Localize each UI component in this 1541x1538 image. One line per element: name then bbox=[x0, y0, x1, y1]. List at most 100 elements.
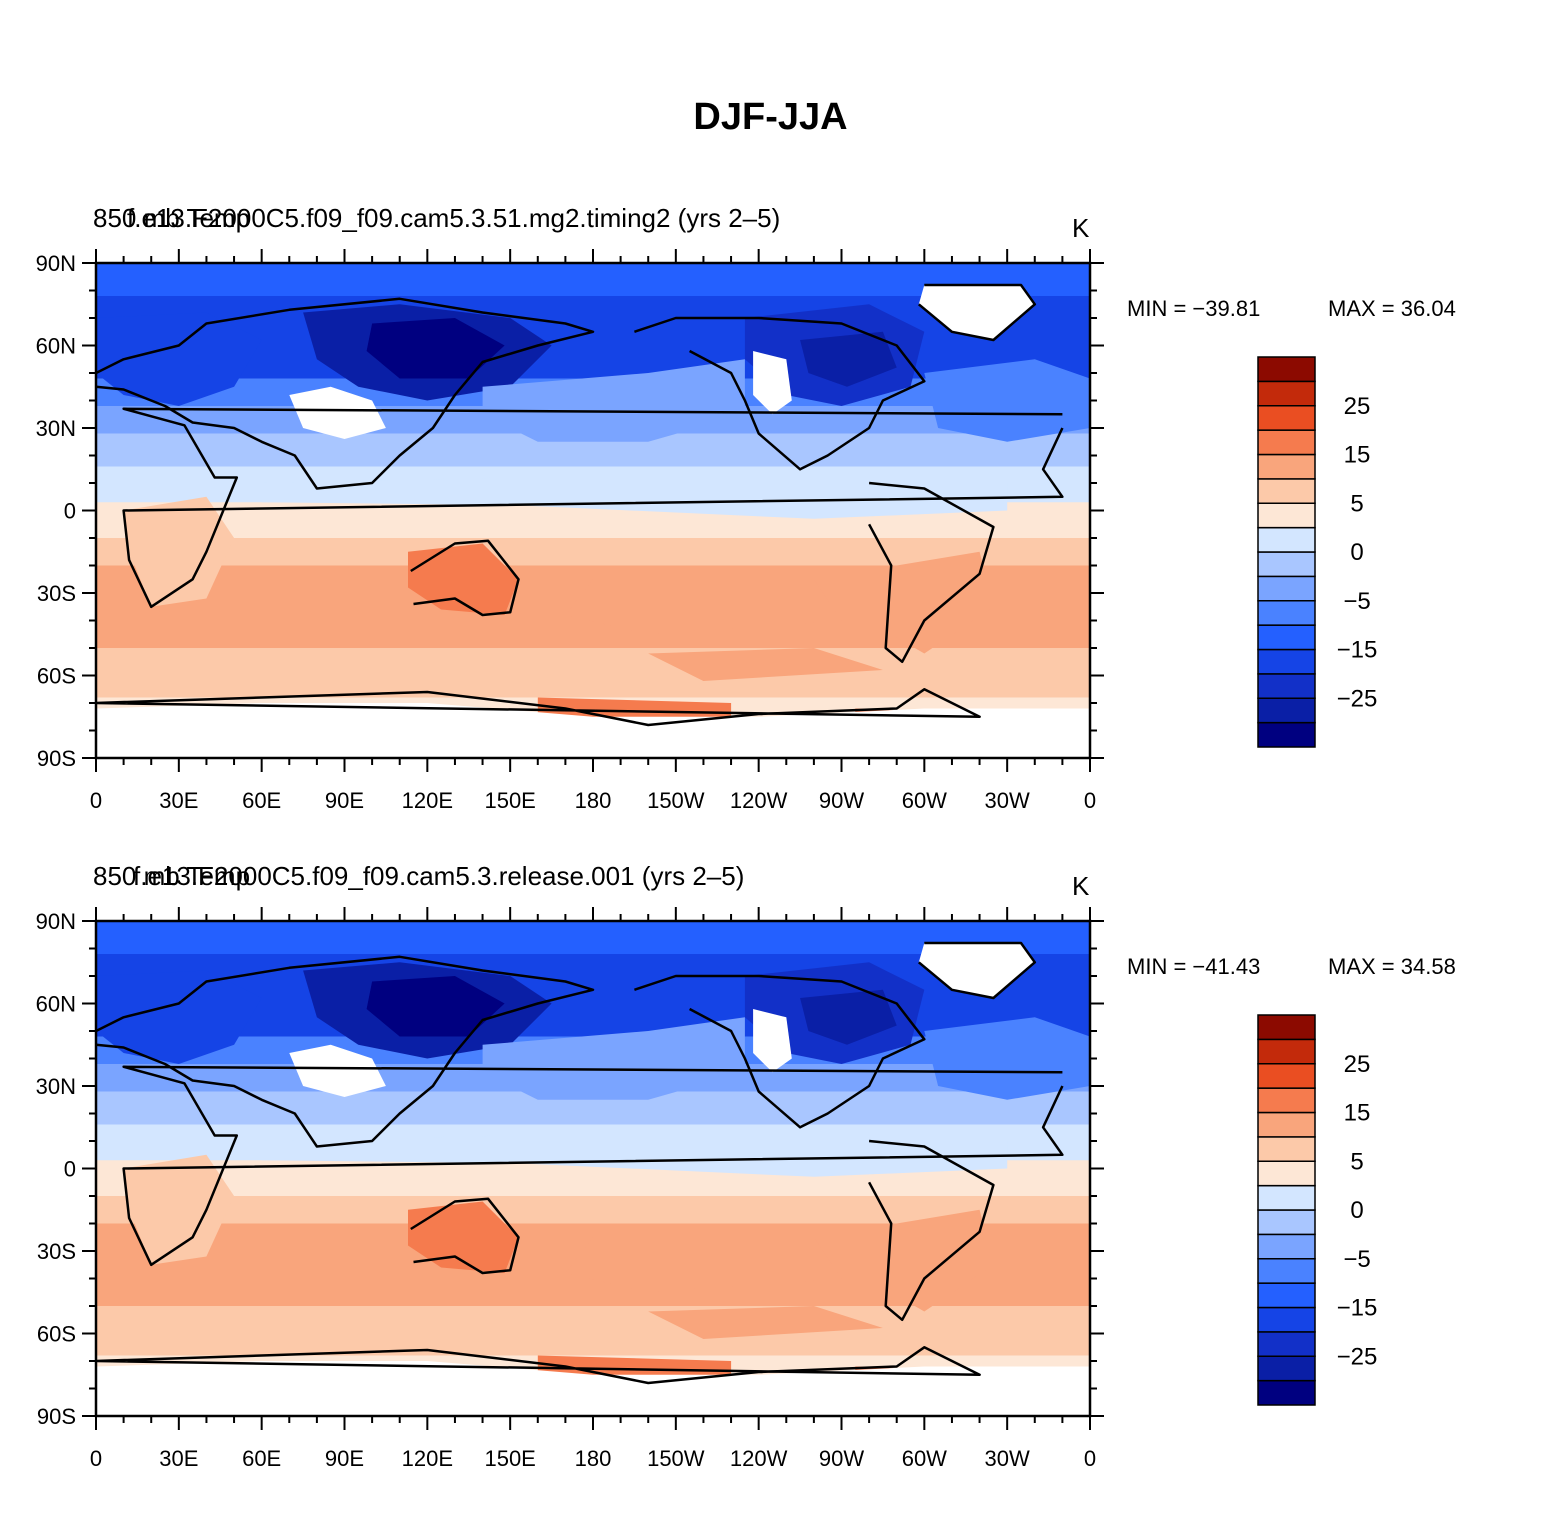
colorbar-box bbox=[1257, 1063, 1316, 1089]
lat-label: 60N bbox=[36, 334, 76, 359]
colorbar-box bbox=[1257, 1355, 1316, 1382]
lon-label: 150W bbox=[647, 1446, 705, 1471]
lon-label: 180 bbox=[575, 1446, 612, 1471]
colorbar-label: 5 bbox=[1350, 1148, 1363, 1175]
blob-pacific-cool bbox=[482, 1017, 745, 1100]
blob-hudson-core bbox=[800, 989, 897, 1045]
coast-antarctica bbox=[96, 688, 981, 727]
coast-africa bbox=[122, 1065, 1064, 1267]
colorbar-label: −15 bbox=[1337, 1295, 1378, 1322]
blob-siberia-core bbox=[366, 318, 505, 379]
subtitle-center-bottom: f.e13.F2000C5.f09_f09.cam5.3.release.001… bbox=[133, 861, 745, 891]
missing-tibet bbox=[289, 386, 386, 439]
units-top: K bbox=[1072, 213, 1090, 243]
lat-label: 30S bbox=[37, 1239, 76, 1264]
blob-tropical-cool bbox=[261, 477, 1008, 519]
colorbar-label: 5 bbox=[1350, 490, 1363, 517]
field-band-10 bbox=[96, 648, 1090, 671]
colorbar-box bbox=[1257, 1233, 1316, 1260]
lon-label: 0 bbox=[90, 1446, 102, 1471]
colorbar-box bbox=[1257, 1038, 1316, 1065]
lon-label: 150E bbox=[484, 1446, 535, 1471]
coast-greenland bbox=[918, 283, 1037, 342]
lon-label: 30W bbox=[985, 788, 1030, 813]
subtitle-left-bottom: 850 mb Temp bbox=[93, 861, 251, 891]
blob-pacific-warm bbox=[565, 579, 842, 635]
colorbar-box bbox=[1257, 429, 1316, 456]
coast-samerica bbox=[867, 481, 995, 664]
lat-label: 60S bbox=[37, 1322, 76, 1347]
lon-label: 120W bbox=[730, 788, 788, 813]
blob-pacific-warm bbox=[565, 1237, 842, 1293]
missing-greenland bbox=[918, 943, 1035, 998]
missing-rockies bbox=[753, 351, 792, 415]
colorbar-box bbox=[1257, 575, 1316, 602]
colorbar-box bbox=[1257, 1184, 1316, 1211]
colorbar-box bbox=[1257, 1209, 1316, 1236]
colorbar-box bbox=[1257, 697, 1316, 724]
subtitle-left-top: 850 mb Temp bbox=[93, 203, 251, 233]
lon-label: 120E bbox=[402, 788, 453, 813]
lon-label: 180 bbox=[575, 788, 612, 813]
colorbar-box bbox=[1257, 405, 1316, 431]
map-panel-top: 90N 60N 30N 0 30S 60S 90S 0 30E 60E 90E 120E 150E 180… bbox=[0, 190, 1541, 850]
lat-label: 90S bbox=[37, 746, 76, 771]
map-svg-bottom: 90N 60N 30N 0 30S 60S 90S 0 30E 60E 90E 120E 150E 180… bbox=[36, 907, 1378, 1471]
lon-label: 0 bbox=[1084, 1446, 1096, 1471]
main-title: DJF-JJA bbox=[693, 96, 848, 138]
colorbar-box bbox=[1257, 1282, 1316, 1309]
colorbar-label: −25 bbox=[1337, 685, 1378, 712]
missing-greenland bbox=[918, 285, 1035, 340]
colorbar-box bbox=[1257, 1160, 1316, 1187]
colorbar-label: −5 bbox=[1343, 1246, 1370, 1273]
map-field bbox=[96, 263, 1090, 758]
subtitle-center-top: f.e13.F2000C5.f09_f09.cam5.3.51.mg2.timi… bbox=[127, 203, 781, 233]
max-label-bottom: MAX = 34.58 bbox=[1328, 954, 1456, 979]
lon-label: 60E bbox=[242, 788, 281, 813]
colorbar-box bbox=[1257, 1014, 1316, 1041]
field-band-2 bbox=[96, 998, 1090, 1037]
colorbar-box bbox=[1257, 1331, 1316, 1357]
colorbar-box bbox=[1257, 721, 1316, 748]
max-label-top: MAX = 36.04 bbox=[1328, 296, 1456, 321]
blob-samerica-warm bbox=[891, 551, 994, 654]
blob-africa-warm bbox=[123, 496, 235, 607]
min-label-bottom: MIN = −41.43 bbox=[1127, 954, 1261, 979]
colorbar-box bbox=[1257, 1379, 1316, 1406]
blob-europe bbox=[96, 970, 262, 1064]
blob-sh-midlat bbox=[648, 648, 883, 681]
coast-samerica bbox=[867, 1139, 995, 1322]
colorbar-box bbox=[1257, 624, 1316, 651]
lon-label: 90W bbox=[819, 788, 864, 813]
lon-label: 90E bbox=[325, 1446, 364, 1471]
field-band-10 bbox=[96, 1306, 1090, 1329]
missing-antarctica bbox=[96, 1361, 1090, 1416]
lat-label: 30S bbox=[37, 581, 76, 606]
colorbar-box bbox=[1257, 648, 1316, 675]
colorbar-box bbox=[1257, 453, 1316, 480]
lon-label: 30E bbox=[159, 788, 198, 813]
blob-australia bbox=[408, 1201, 519, 1273]
blob-sh-midlat bbox=[648, 1306, 883, 1339]
coast-eurasia bbox=[96, 297, 595, 490]
map-field bbox=[96, 921, 1090, 1416]
colorbar-box bbox=[1257, 1111, 1316, 1138]
coast-namerica bbox=[634, 316, 926, 471]
lon-label: 30E bbox=[159, 1446, 198, 1471]
lon-label: 120E bbox=[402, 1446, 453, 1471]
colorbar-box bbox=[1257, 526, 1316, 553]
lat-label: 0 bbox=[64, 499, 76, 524]
lon-label: 60W bbox=[902, 788, 947, 813]
colorbar-label: −15 bbox=[1337, 637, 1378, 664]
blob-samerica-warm bbox=[891, 1209, 994, 1312]
lat-label: 30N bbox=[36, 1074, 76, 1099]
lon-label: 90E bbox=[325, 788, 364, 813]
colorbar-label: −5 bbox=[1343, 588, 1370, 615]
colorbar-box bbox=[1257, 1136, 1316, 1162]
units-bottom: K bbox=[1072, 871, 1090, 901]
blob-africa-warm bbox=[123, 1154, 235, 1265]
lat-label: 60N bbox=[36, 992, 76, 1017]
lat-label: 60S bbox=[37, 664, 76, 689]
lon-label: 150E bbox=[484, 788, 535, 813]
lon-label: 0 bbox=[90, 788, 102, 813]
